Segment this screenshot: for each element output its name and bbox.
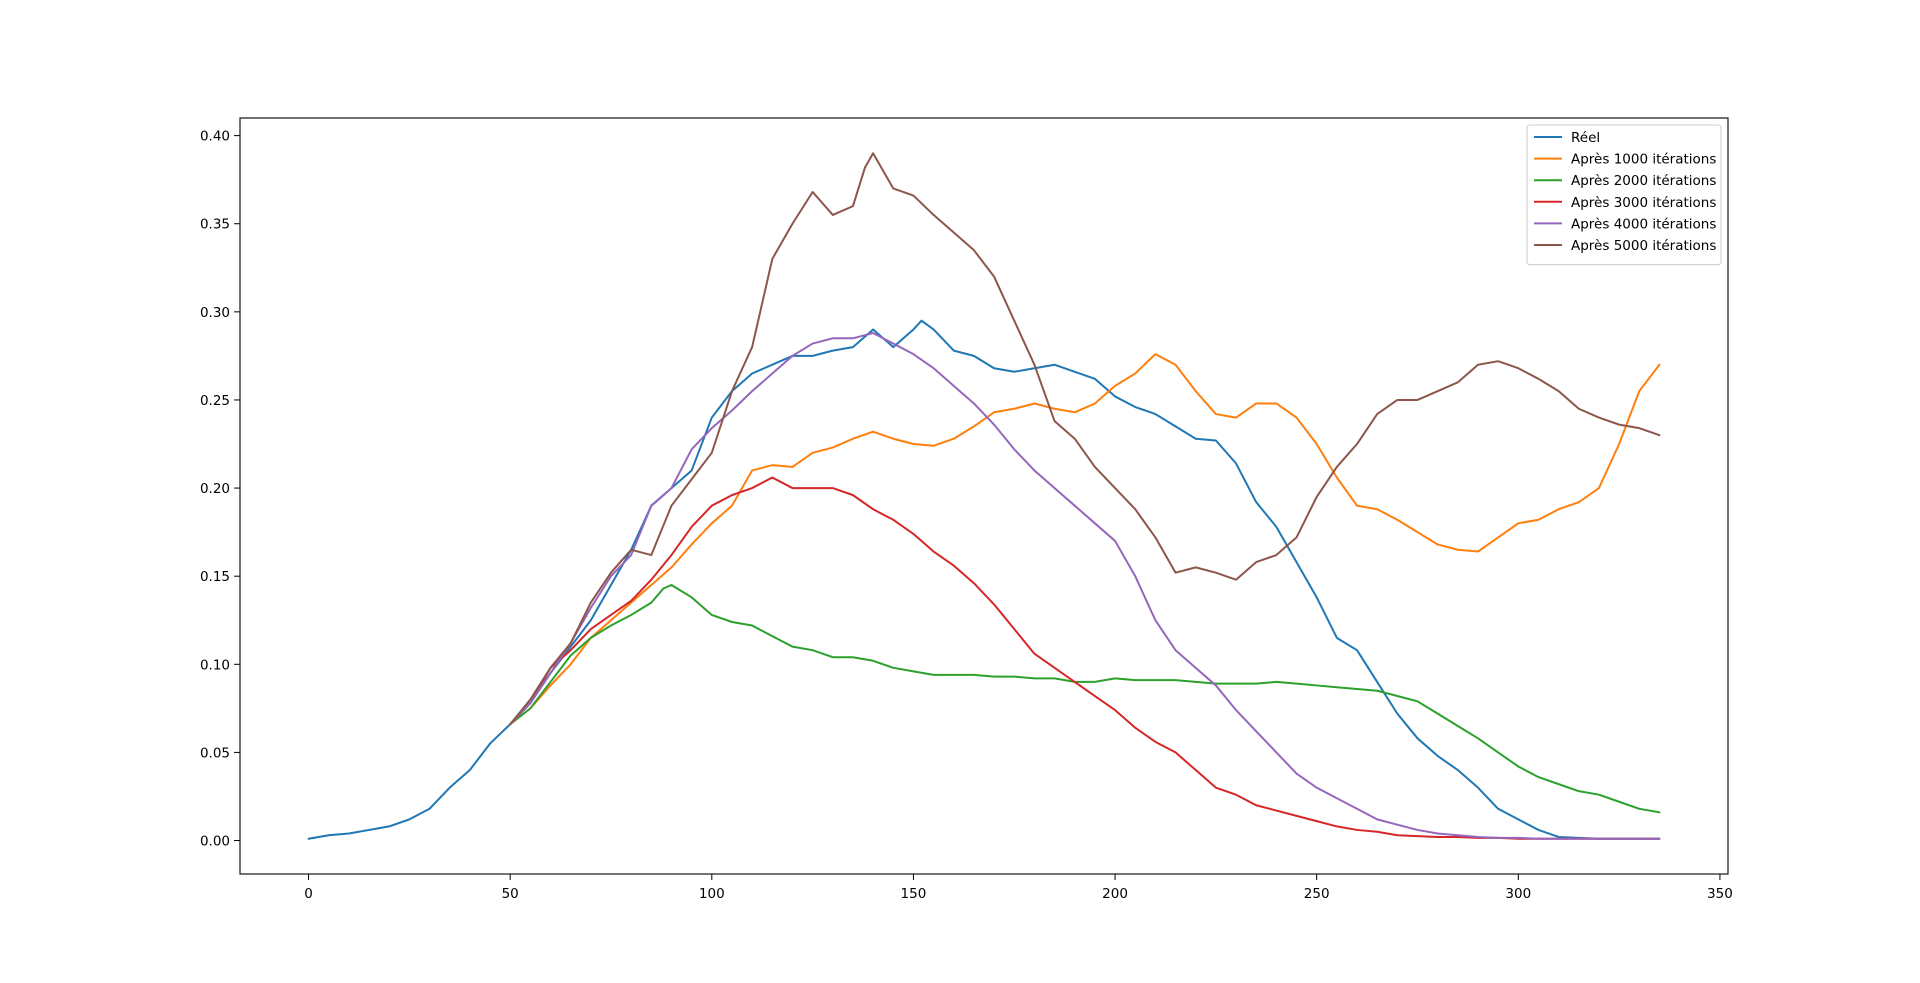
y-tick-label: 0.15 <box>200 569 230 585</box>
plot-series-group <box>307 152 1661 840</box>
y-tick-label: 0.00 <box>200 834 230 850</box>
x-tick-label: 300 <box>1505 886 1531 902</box>
x-tick-label: 100 <box>699 886 725 902</box>
y-tick-label: 0.10 <box>200 657 230 673</box>
legend: Réel Après 1000 itérations Après 2000 itér… <box>1526 124 1722 266</box>
legend-frame <box>1526 124 1722 266</box>
x-tick-label: 350 <box>1707 886 1733 902</box>
series-line-1 <box>509 353 1661 726</box>
legend-label-3: Après 3000 itérations <box>1571 195 1716 211</box>
legend-label-4: Après 4000 itérations <box>1571 216 1716 232</box>
legend-label-1: Après 1000 itérations <box>1571 152 1716 168</box>
plot-frame <box>239 117 1729 875</box>
x-axis: 0 50 100 150 200 250 300 350 <box>304 874 1733 902</box>
legend-label-0: Réel <box>1571 130 1600 146</box>
y-tick-label: 0.20 <box>200 481 230 497</box>
y-tick-label: 0.35 <box>200 217 230 233</box>
x-tick-label: 200 <box>1102 886 1128 902</box>
x-tick-label: 150 <box>901 886 927 902</box>
x-tick-label: 0 <box>304 886 313 902</box>
y-tick-label: 0.30 <box>200 305 230 321</box>
y-tick-label: 0.05 <box>200 745 230 761</box>
legend-label-5: Après 5000 itérations <box>1571 238 1716 254</box>
x-tick-label: 250 <box>1304 886 1330 902</box>
x-tick-label: 50 <box>502 886 519 902</box>
series-line-3 <box>509 476 1661 840</box>
series-line-4 <box>509 331 1661 840</box>
y-axis: 0.00 0.05 0.10 0.15 0.20 0.25 0.30 0.35 0.40 <box>200 129 240 850</box>
series-line-5 <box>509 152 1661 726</box>
legend-label-2: Après 2000 itérations <box>1571 173 1716 189</box>
y-tick-label: 0.25 <box>200 393 230 409</box>
series-line-2 <box>509 583 1661 814</box>
y-tick-label: 0.40 <box>200 129 230 145</box>
series-line-0 <box>307 319 1661 840</box>
